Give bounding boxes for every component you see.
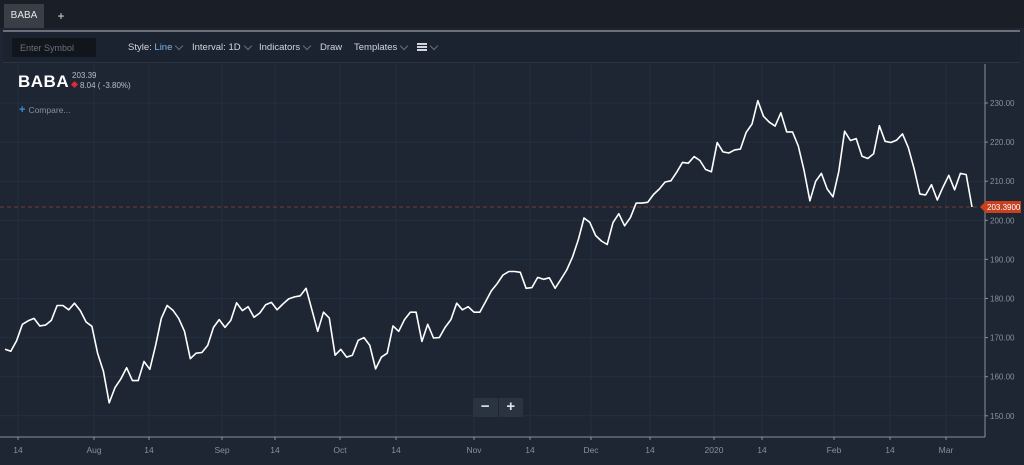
chevron-down-icon [243, 41, 252, 51]
zoom-in-button[interactable]: + [506, 398, 516, 415]
svg-text:Aug: Aug [86, 445, 101, 455]
style-label: Style: [128, 42, 152, 53]
svg-text:14: 14 [757, 445, 767, 455]
svg-text:160.00: 160.00 [990, 373, 1015, 382]
draw-button[interactable]: Draw [320, 42, 343, 53]
interval-label: Interval: [192, 42, 226, 53]
templates-dropdown[interactable]: Templates [354, 41, 409, 53]
zoom-out-button[interactable]: − [473, 398, 499, 417]
svg-text:Dec: Dec [583, 445, 599, 455]
compare-button[interactable]: + Compare... [19, 104, 70, 116]
svg-text:14: 14 [645, 445, 655, 455]
svg-text:Mar: Mar [939, 445, 954, 455]
menu-button[interactable] [417, 41, 439, 53]
svg-text:2020: 2020 [705, 445, 724, 455]
hamburger-menu-icon [417, 43, 427, 51]
svg-text:Feb: Feb [827, 445, 842, 455]
chevron-down-icon [302, 41, 312, 51]
legend-change: 8.04 ( -3.80%) [70, 80, 131, 90]
price-chart[interactable]: 150.00 160.00 170.00 180.00 190.00 200.00 210.… [0, 64, 1024, 465]
legend-change-value: 8.04 ( -3.80%) [80, 81, 131, 90]
svg-text:14: 14 [144, 445, 154, 455]
chevron-down-icon [429, 41, 439, 51]
svg-text:Oct: Oct [333, 445, 347, 455]
templates-label: Templates [354, 42, 398, 53]
indicators-dropdown[interactable]: Indicators [259, 41, 312, 53]
svg-text:203.3900: 203.3900 [987, 203, 1021, 212]
chart-grid [0, 64, 985, 437]
svg-text:190.00: 190.00 [990, 255, 1015, 264]
svg-text:Nov: Nov [466, 445, 482, 455]
svg-text:14: 14 [525, 445, 535, 455]
svg-text:200.00: 200.00 [990, 216, 1015, 225]
chevron-down-icon [175, 41, 184, 51]
symbol-input[interactable] [12, 38, 96, 57]
zoom-controls: − + [473, 398, 523, 417]
compare-label: Compare... [28, 105, 71, 115]
add-tab-button[interactable]: + [57, 9, 65, 23]
svg-text:180.00: 180.00 [990, 295, 1015, 304]
last-price-tag: 203.3900 [980, 201, 1021, 214]
svg-text:14: 14 [885, 445, 895, 455]
svg-text:210.00: 210.00 [990, 177, 1015, 186]
svg-text:14: 14 [270, 445, 280, 455]
svg-text:170.00: 170.00 [990, 334, 1015, 343]
interval-value: 1D [228, 42, 241, 53]
price-series-line [4, 99, 973, 404]
svg-text:230.00: 230.00 [990, 99, 1015, 108]
chevron-down-icon [400, 41, 409, 51]
svg-text:220.00: 220.00 [990, 138, 1015, 147]
chart-toolbar: Style: Line Interval: 1D Indicators Draw… [3, 30, 1020, 63]
legend-symbol: BABA [18, 72, 70, 91]
svg-text:Sep: Sep [214, 445, 229, 455]
tab-baba[interactable]: BABA [4, 4, 44, 28]
style-value: Line [154, 42, 173, 53]
chart-axes: 150.00 160.00 170.00 180.00 190.00 200.00 210.… [0, 64, 1015, 455]
tab-bar: BABA + [0, 0, 1024, 28]
svg-text:150.00: 150.00 [990, 412, 1015, 421]
legend-price: 203.39 [72, 71, 97, 80]
style-dropdown[interactable]: Style: Line [128, 41, 184, 53]
interval-dropdown[interactable]: Interval: 1D [192, 41, 252, 53]
down-arrow-icon [70, 80, 79, 89]
svg-text:14: 14 [391, 445, 401, 455]
indicators-label: Indicators [259, 42, 301, 53]
plus-icon: + [19, 104, 26, 116]
svg-text:14: 14 [13, 445, 23, 455]
